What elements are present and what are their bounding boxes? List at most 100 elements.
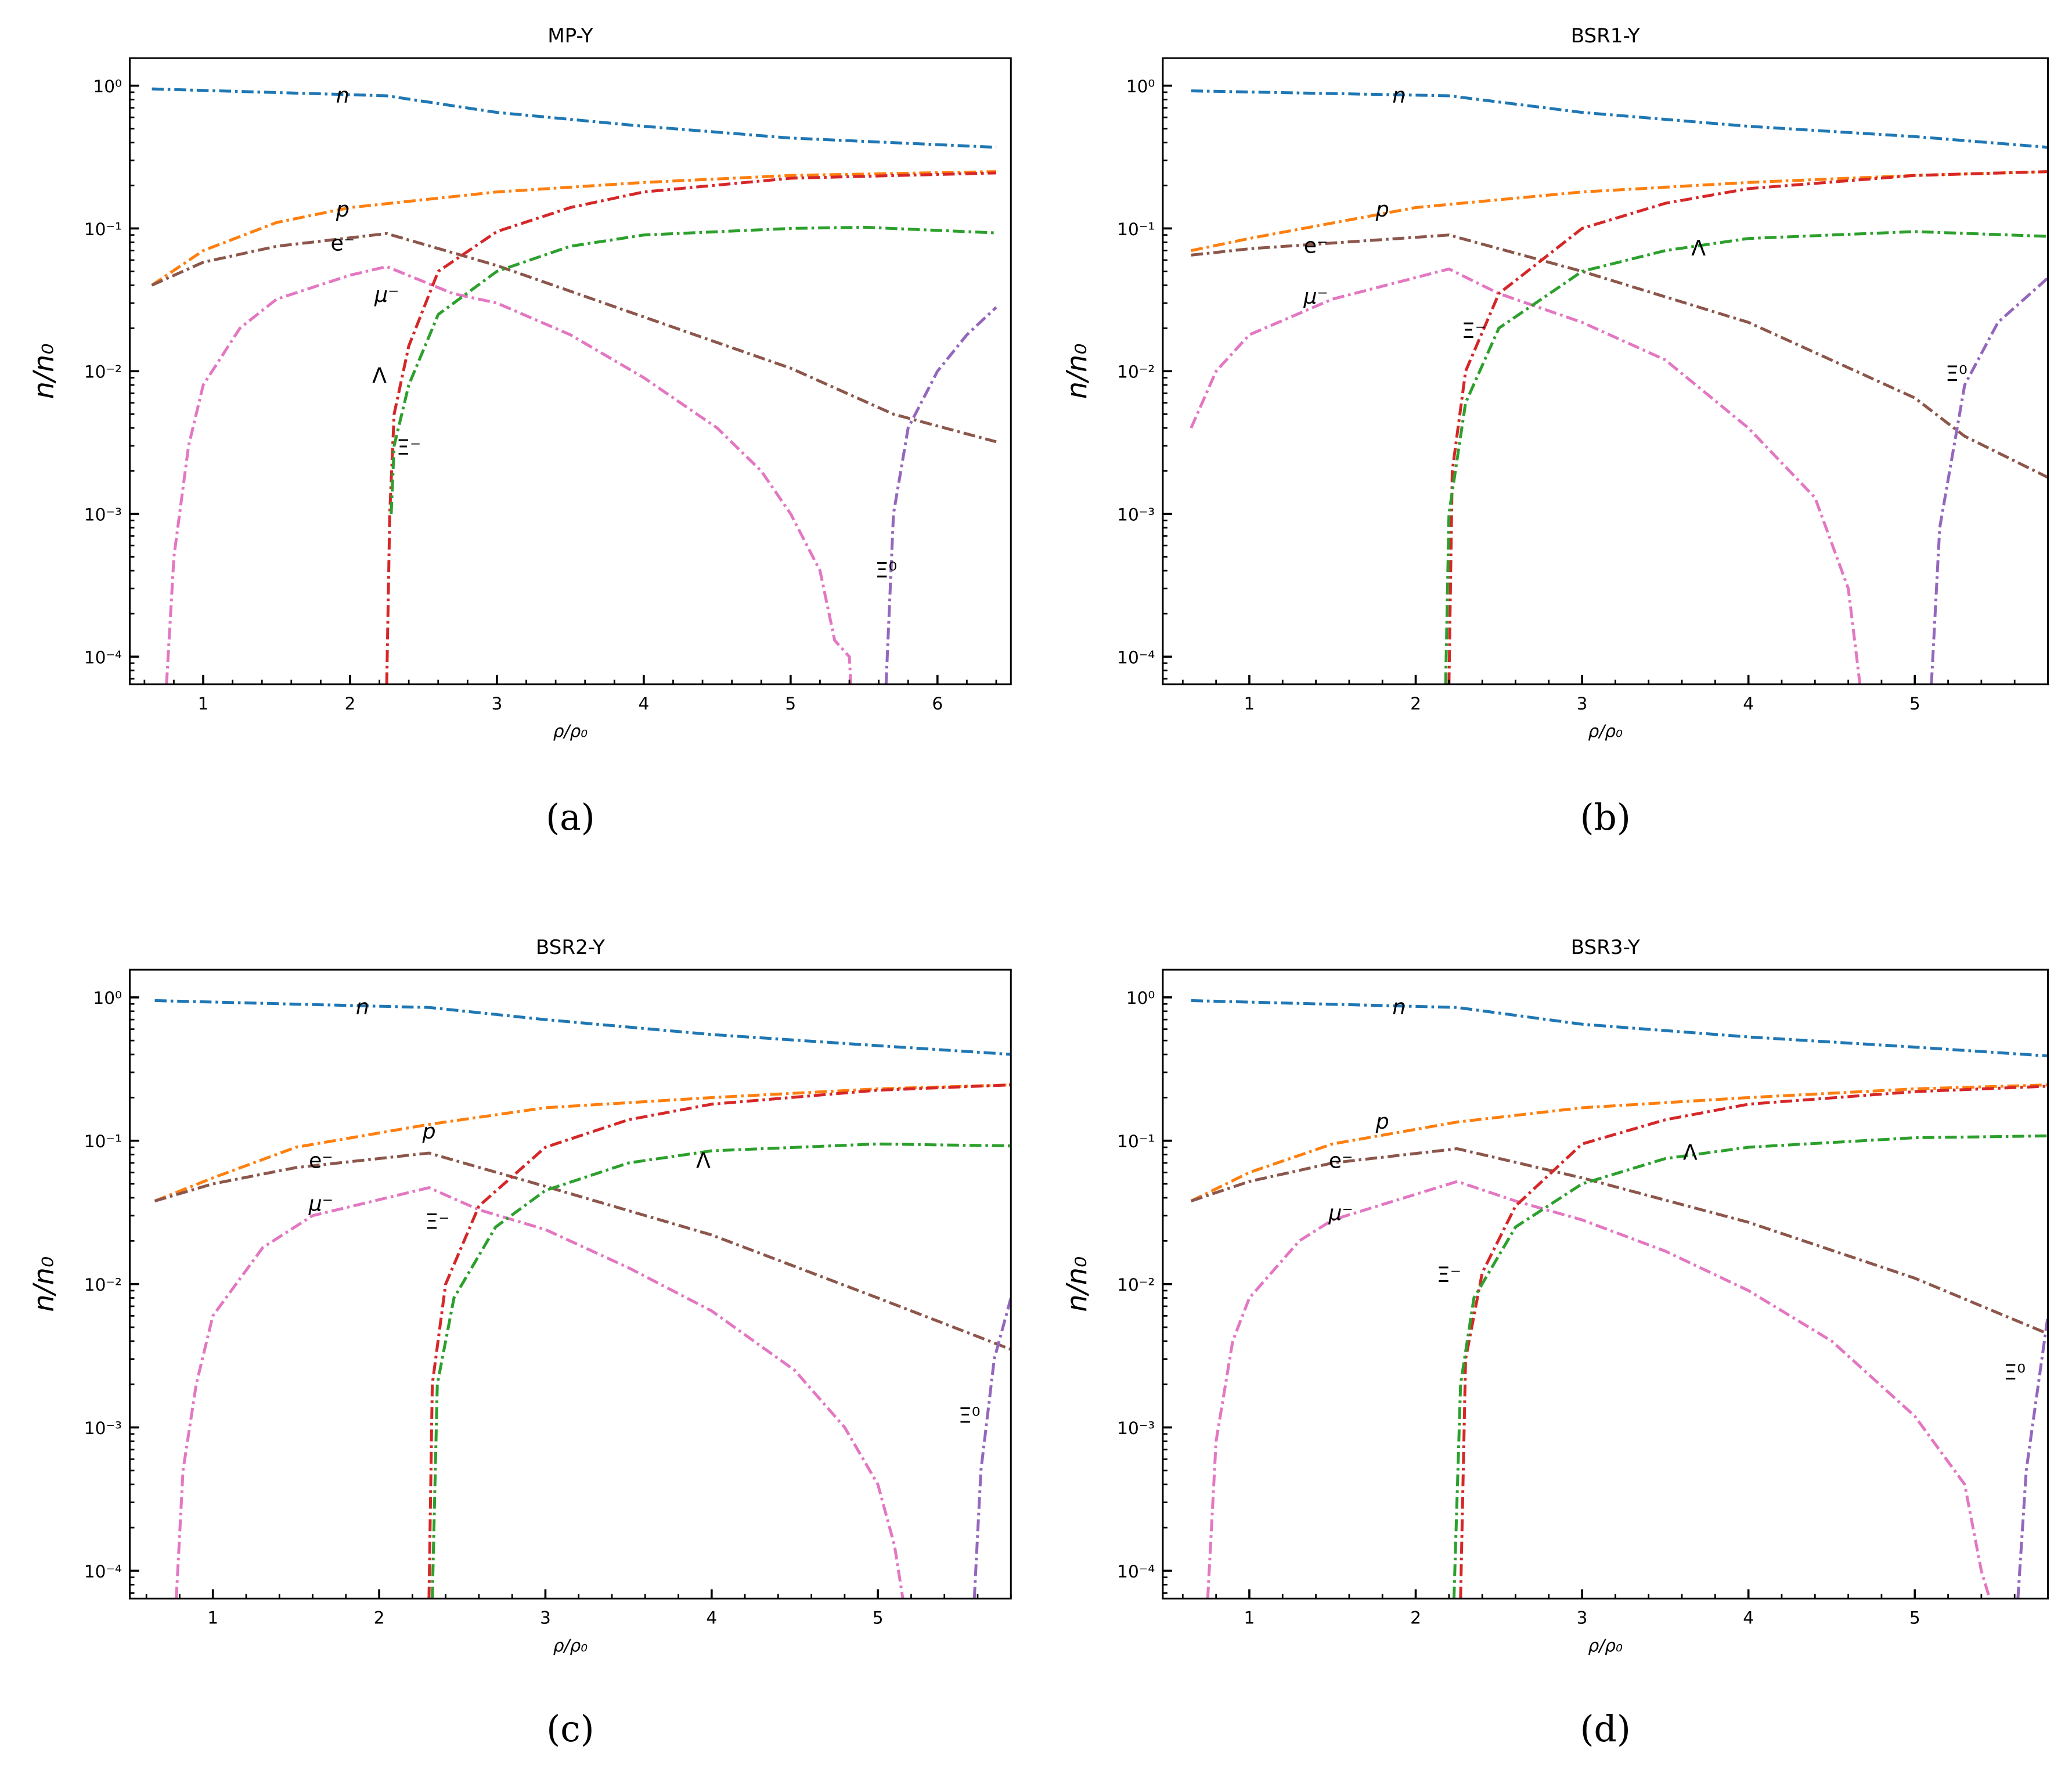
panel-b: n p e⁻ Λμ⁻ Ξ⁻ Ξ⁰ 1 2 3 4 5 10⁰ 10⁻¹ 10⁻² 10⁻³ 10⁻⁴ BSR1-… — [1061, 24, 2049, 838]
panel-a: n p e⁻ μ⁻ Λ Ξ⁻ Ξ⁰ 1 2 3 4 5 6 10⁰ 10⁻¹ 10⁻² 10⁻³ 10⁻⁴ MP-Y… — [28, 24, 1012, 838]
axes-frame — [1162, 968, 2049, 1600]
curve-label: e⁻ — [1304, 233, 1328, 258]
series-line — [1191, 999, 2048, 1058]
y-axis-label: n/n₀ — [1061, 344, 1093, 399]
y-tick-label: 10⁻² — [84, 1275, 122, 1295]
x-tick-label: 6 — [932, 694, 943, 714]
curve-label: n — [1392, 82, 1406, 107]
y-tick-label: 10⁻⁴ — [84, 647, 122, 667]
y-tick-label: 10⁻⁴ — [84, 1562, 122, 1582]
y-tick-label: 10⁻¹ — [84, 219, 122, 239]
series-line — [151, 232, 997, 444]
x-axis-label: ρ/ρ₀ — [553, 1636, 588, 1655]
series-line — [154, 1083, 1011, 1202]
series-line — [390, 225, 997, 514]
curve-label: p — [1375, 197, 1389, 222]
y-tick-label: 10⁻¹ — [84, 1132, 122, 1151]
curve-label: Ξ⁰ — [958, 1403, 981, 1428]
curve-label: Λ — [1691, 236, 1706, 261]
x-axis-label: ρ/ρ₀ — [1588, 1636, 1623, 1655]
panel-d: n p e⁻ Λμ⁻ Ξ⁻ Ξ⁰ 1 2 3 4 5 10⁰ 10⁻¹ 10⁻² 10⁻³ 10⁻⁴ BSR3-… — [1061, 936, 2049, 1750]
y-tick-label: 10⁻² — [1117, 362, 1155, 382]
x-tick-label: 1 — [207, 1608, 218, 1628]
x-tick-label: 5 — [1909, 1608, 1920, 1628]
x-tick-label: 2 — [374, 1608, 385, 1628]
x-tick-label: 5 — [873, 1608, 884, 1628]
curve-label: p — [336, 197, 349, 222]
curve-label: n — [1392, 995, 1406, 1020]
curve-label: Ξ⁰ — [875, 557, 897, 582]
curve-label: Λ — [696, 1148, 711, 1173]
x-tick-label: 5 — [785, 694, 796, 714]
x-tick-label: 1 — [1244, 694, 1255, 714]
y-tick-label: 10⁻² — [84, 362, 122, 382]
x-tick-label: 4 — [1743, 694, 1754, 714]
curve-label: Ξ⁰ — [1945, 361, 1968, 386]
series-line — [427, 1083, 1011, 1599]
series-line — [884, 306, 997, 685]
curve-label: n — [336, 82, 349, 107]
curve-label: e⁻ — [331, 230, 355, 255]
series-line — [1191, 233, 2048, 479]
y-tick-label: 10⁻¹ — [1117, 1132, 1155, 1151]
curve-label: n — [356, 995, 369, 1020]
x-tick-label: 3 — [540, 1608, 551, 1628]
curve-label: p — [1375, 1109, 1389, 1134]
y-tick-label: 10⁰ — [93, 988, 122, 1008]
series-line — [151, 170, 997, 287]
curve-label: e⁻ — [1329, 1148, 1353, 1173]
series-line — [1930, 276, 2048, 685]
x-tick-label: 1 — [1244, 1608, 1255, 1628]
x-tick-label: 4 — [1743, 1608, 1754, 1628]
panel-caption: (b) — [1580, 797, 1631, 838]
axes-frame — [129, 968, 1012, 1600]
curve-label: μ⁻ — [1328, 1201, 1353, 1226]
y-axis-label: n/n₀ — [28, 1256, 60, 1312]
curve-label: Λ — [1683, 1140, 1698, 1165]
series-line — [1452, 1134, 2048, 1599]
chart-title: BSR1-Y — [1571, 24, 1640, 48]
chart-title: BSR2-Y — [536, 936, 605, 959]
x-tick-label: 2 — [1410, 1608, 1421, 1628]
panel-caption: (c) — [546, 1709, 594, 1750]
curve-label: Ξ⁻ — [1437, 1262, 1461, 1287]
x-tick-label: 1 — [198, 694, 209, 714]
y-tick-label: 10⁰ — [1126, 77, 1155, 96]
y-axis-label: n/n₀ — [1061, 1256, 1093, 1312]
series-line — [385, 171, 997, 685]
series-line — [1190, 1083, 2048, 1202]
y-tick-label: 10⁻⁴ — [1117, 647, 1155, 667]
x-tick-label: 2 — [345, 694, 356, 714]
y-tick-label: 10⁻¹ — [1117, 219, 1155, 239]
x-tick-label: 3 — [1577, 694, 1588, 714]
y-tick-label: 10⁻³ — [84, 505, 122, 525]
series-line — [1206, 1180, 1991, 1599]
series-line — [175, 1186, 905, 1599]
series-line — [1190, 1147, 2048, 1335]
x-tick-label: 5 — [1909, 694, 1920, 714]
series-line — [1459, 1085, 2048, 1599]
y-tick-label: 10⁻⁴ — [1117, 1562, 1155, 1582]
series-line — [2016, 1316, 2048, 1599]
x-tick-label: 4 — [638, 694, 649, 714]
curve-label: Ξ⁻ — [397, 435, 421, 460]
series-line — [154, 999, 1011, 1056]
panel-caption: (a) — [546, 797, 595, 838]
y-tick-label: 10⁰ — [93, 77, 122, 96]
curve-label: Ξ⁰ — [2003, 1360, 2026, 1385]
x-tick-label: 3 — [1577, 1608, 1588, 1628]
curve-label: μ⁻ — [1303, 284, 1328, 309]
curve-label: μ⁻ — [374, 282, 399, 307]
series-line — [972, 1297, 1011, 1599]
y-axis-label: n/n₀ — [28, 344, 60, 399]
curve-label: Ξ⁻ — [425, 1209, 449, 1234]
y-tick-label: 10⁻³ — [1117, 1418, 1155, 1438]
series-line — [1191, 89, 2048, 149]
curve-label: p — [421, 1119, 435, 1144]
x-tick-label: 4 — [706, 1608, 717, 1628]
panel-caption: (d) — [1580, 1709, 1631, 1750]
curve-label: e⁻ — [309, 1148, 333, 1173]
chart-title: BSR3-Y — [1571, 936, 1640, 959]
series-line — [154, 1151, 1011, 1351]
